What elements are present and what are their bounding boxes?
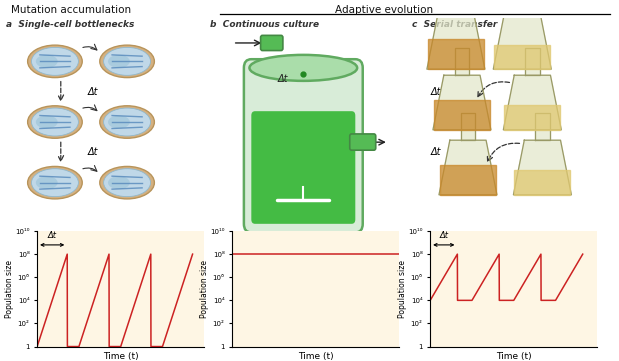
Ellipse shape (100, 166, 154, 199)
Text: Adaptive evolution: Adaptive evolution (335, 5, 433, 16)
FancyBboxPatch shape (350, 134, 376, 150)
Polygon shape (525, 48, 540, 75)
Polygon shape (513, 140, 571, 195)
Ellipse shape (249, 55, 357, 81)
Polygon shape (504, 105, 560, 130)
Ellipse shape (28, 166, 82, 199)
FancyBboxPatch shape (244, 59, 363, 232)
Polygon shape (494, 45, 550, 69)
Text: a  Single-cell bottlenecks: a Single-cell bottlenecks (6, 20, 134, 29)
Polygon shape (535, 113, 550, 140)
Text: Δt: Δt (431, 87, 441, 97)
Y-axis label: Population size: Population size (397, 260, 407, 318)
Polygon shape (493, 14, 552, 69)
Text: Δt: Δt (88, 87, 98, 97)
Ellipse shape (108, 116, 130, 129)
Ellipse shape (100, 106, 154, 138)
Y-axis label: Population size: Population size (199, 260, 209, 318)
Text: b  Continuous culture: b Continuous culture (210, 20, 319, 29)
Polygon shape (514, 170, 571, 195)
Polygon shape (433, 75, 491, 130)
Y-axis label: Population size: Population size (4, 260, 14, 318)
Ellipse shape (32, 108, 79, 136)
Ellipse shape (108, 55, 130, 68)
Text: Mutation accumulation: Mutation accumulation (11, 5, 131, 16)
Text: Δt: Δt (439, 231, 449, 240)
FancyBboxPatch shape (251, 111, 355, 224)
Ellipse shape (36, 176, 58, 189)
Text: Δt: Δt (48, 231, 57, 240)
Text: Δt: Δt (88, 147, 98, 157)
Ellipse shape (103, 108, 150, 136)
X-axis label: Time (t): Time (t) (298, 352, 334, 361)
Text: Δt: Δt (277, 74, 288, 84)
Ellipse shape (32, 47, 79, 75)
Ellipse shape (28, 45, 82, 78)
Polygon shape (440, 165, 496, 195)
Ellipse shape (103, 47, 150, 75)
Ellipse shape (32, 169, 79, 197)
Polygon shape (455, 48, 469, 75)
Text: c  Serial transfer: c Serial transfer (412, 20, 497, 29)
Polygon shape (461, 113, 475, 140)
Polygon shape (515, 0, 529, 14)
Ellipse shape (28, 106, 82, 138)
Polygon shape (434, 100, 490, 130)
FancyBboxPatch shape (261, 35, 283, 51)
Ellipse shape (103, 169, 150, 197)
Polygon shape (427, 14, 485, 69)
Ellipse shape (36, 55, 58, 68)
Ellipse shape (100, 45, 154, 78)
Polygon shape (449, 0, 463, 14)
X-axis label: Time (t): Time (t) (103, 352, 139, 361)
Text: Δt: Δt (431, 147, 441, 157)
X-axis label: Time (t): Time (t) (496, 352, 532, 361)
Ellipse shape (108, 176, 130, 189)
Polygon shape (428, 39, 484, 69)
Polygon shape (503, 75, 561, 130)
Polygon shape (439, 140, 497, 195)
Ellipse shape (36, 116, 58, 129)
